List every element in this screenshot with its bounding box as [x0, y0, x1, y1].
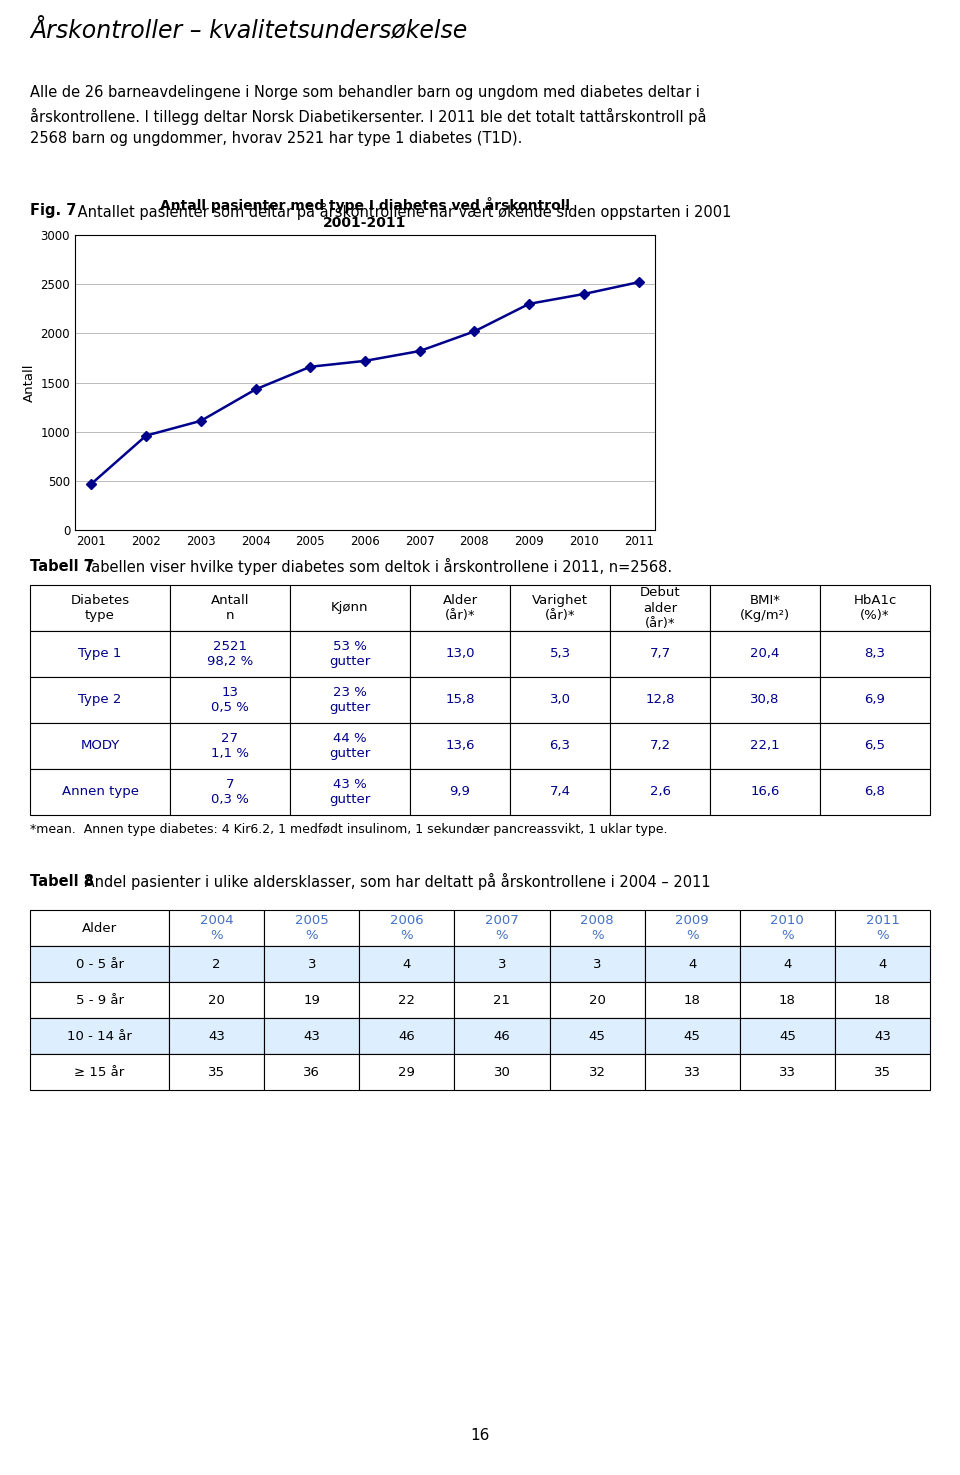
Text: *mean.  Annen type diabetes: 4 Kir6.2, 1 medfødt insulinom, 1 sekundær pancreass: *mean. Annen type diabetes: 4 Kir6.2, 1 …	[30, 823, 667, 836]
Text: Fig. 7: Fig. 7	[30, 204, 77, 218]
Text: 16: 16	[470, 1428, 490, 1443]
Text: Andel pasienter i ulike aldersklasser, som har deltatt på årskontrollene i 2004 : Andel pasienter i ulike aldersklasser, s…	[80, 873, 710, 889]
Text: Antallet pasienter som deltar på årskontrollene har vært økende siden oppstarten: Antallet pasienter som deltar på årskont…	[73, 202, 732, 220]
Text: Alle de 26 barneavdelingene i Norge som behandler barn og ungdom med diabetes de: Alle de 26 barneavdelingene i Norge som …	[30, 86, 707, 146]
Text: Tabell 7: Tabell 7	[30, 559, 94, 574]
Text: Tabellen viser hvilke typer diabetes som deltok i årskontrollene i 2011, n=2568.: Tabellen viser hvilke typer diabetes som…	[80, 558, 672, 574]
Title: Antall pasienter med type I diabetes ved årskontroll
2001-2011: Antall pasienter med type I diabetes ved…	[160, 198, 570, 230]
Text: Tabell 8: Tabell 8	[30, 873, 94, 888]
Y-axis label: Antall: Antall	[23, 363, 36, 401]
Text: Årskontroller – kvalitetsundersøkelse: Årskontroller – kvalitetsundersøkelse	[30, 18, 468, 41]
